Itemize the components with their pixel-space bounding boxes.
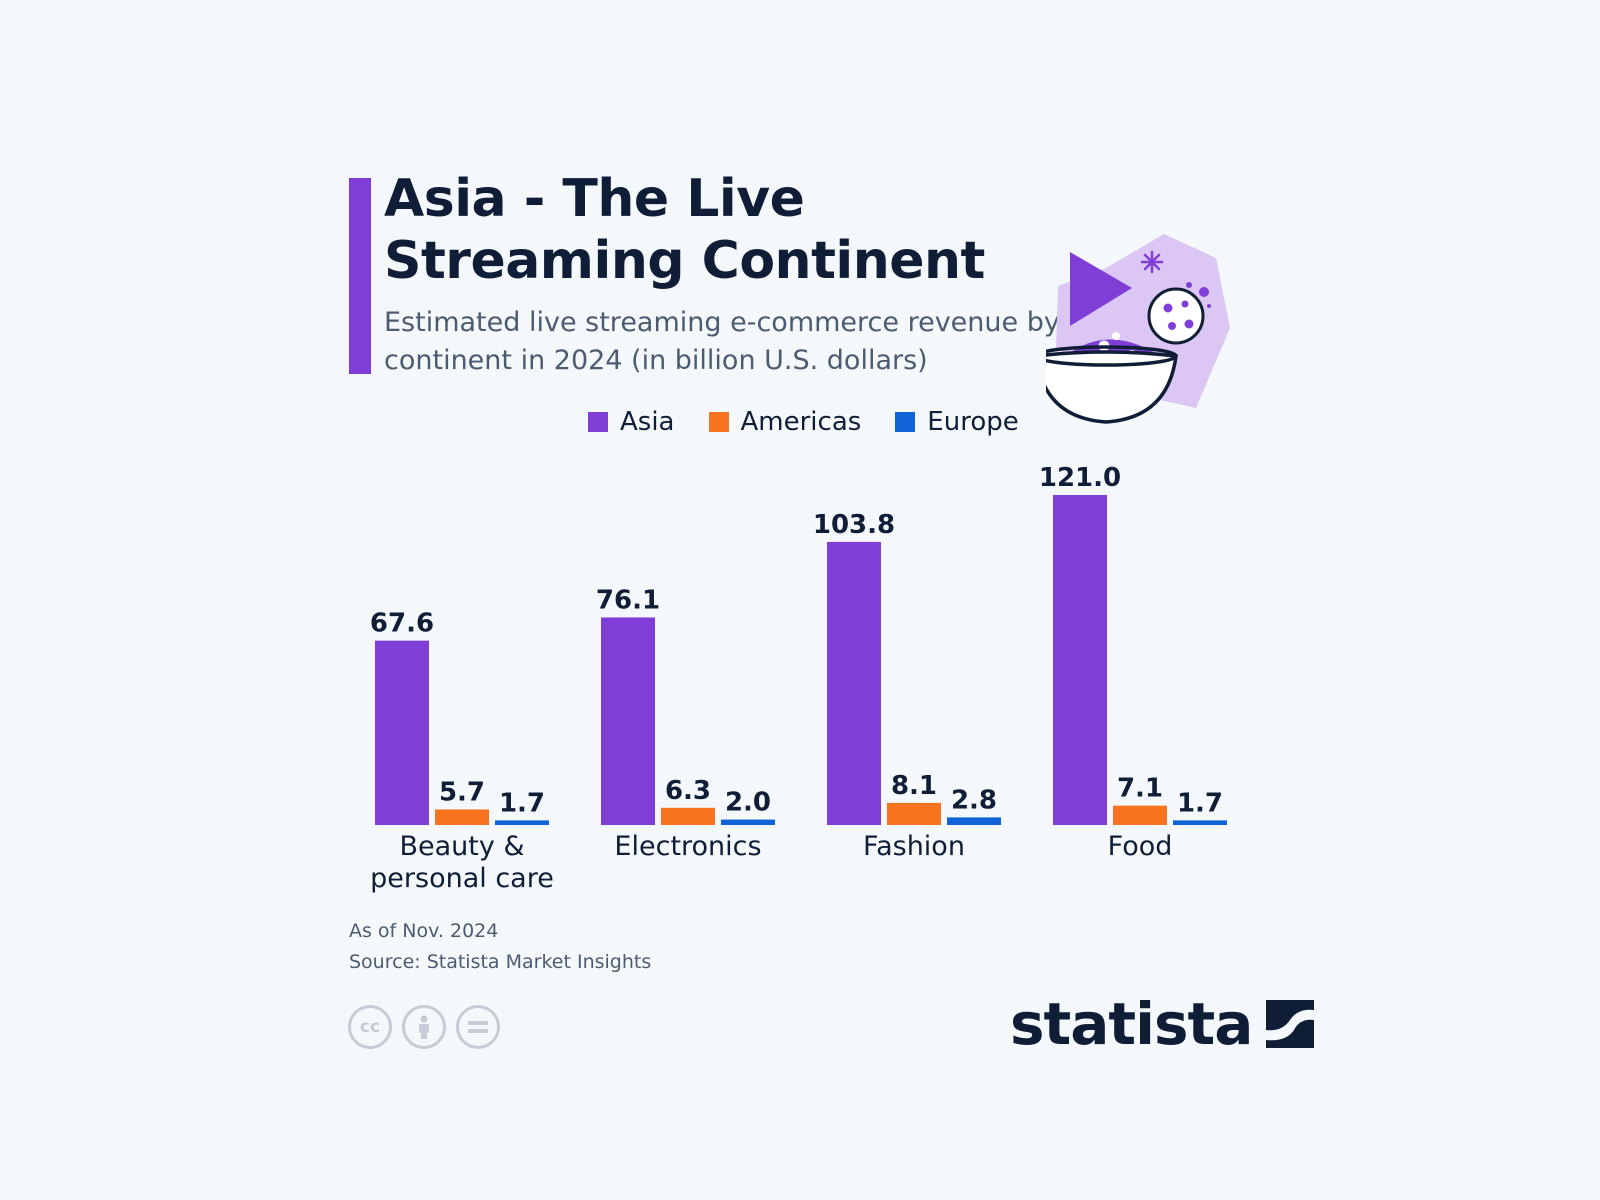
chart-subtitle: Estimated live streaming e-commerce reve… — [384, 307, 1060, 376]
category-label-line: Electronics — [614, 831, 761, 862]
legend-swatch-americas — [708, 412, 729, 432]
value-label-asia-beauty-personal-care: 67.6 — [370, 609, 434, 639]
value-label-europe-food: 1.7 — [1177, 788, 1223, 818]
bar-europe-fashion — [947, 817, 1001, 825]
source-note: Source: Statista Market Insights — [349, 951, 652, 973]
bar-americas-electronics — [661, 807, 715, 825]
value-label-europe-beauty-personal-care: 1.7 — [499, 788, 545, 818]
license-icons: cc — [348, 1005, 500, 1049]
category-label-line: Beauty & — [400, 831, 525, 862]
bar-americas-beauty-personal-care — [435, 809, 489, 825]
legend-label-americas: Americas — [740, 407, 862, 437]
legend-item-asia: Asia — [588, 407, 675, 437]
bar-asia-fashion — [827, 541, 881, 825]
value-label-americas-food: 7.1 — [1117, 774, 1163, 804]
category-label-fashion: Fashion — [863, 831, 965, 862]
value-label-americas-fashion: 8.1 — [891, 771, 937, 801]
value-label-asia-food: 121.0 — [1039, 463, 1121, 493]
value-label-americas-electronics: 6.3 — [665, 776, 711, 806]
play-icon — [1070, 252, 1132, 326]
food-bowl-icon — [1034, 332, 1178, 424]
bar-asia-food — [1053, 495, 1107, 825]
cc-icon[interactable]: cc — [348, 1005, 392, 1049]
category-label-line: Fashion — [863, 831, 965, 862]
legend-item-americas: Americas — [708, 407, 862, 437]
statista-logo[interactable]: statista — [1010, 990, 1315, 1058]
chart-legend: Asia Americas Europe — [588, 404, 1019, 440]
as-of-note: As of Nov. 2024 — [349, 920, 499, 942]
category-label-beauty-personal-care: Beauty & personal care — [370, 831, 554, 894]
title-accent-bar — [349, 178, 371, 374]
value-label-europe-fashion: 2.8 — [951, 785, 997, 815]
no-derivatives-icon[interactable] — [456, 1005, 500, 1049]
value-label-asia-electronics: 76.1 — [596, 585, 660, 615]
bar-europe-beauty-personal-care — [495, 820, 549, 825]
bar-asia-electronics — [601, 617, 655, 825]
live-streaming-illustration — [1034, 228, 1266, 438]
value-label-americas-beauty-personal-care: 5.7 — [439, 777, 485, 807]
statista-logo-icon — [1266, 1000, 1315, 1048]
bar-americas-food — [1113, 805, 1167, 825]
value-label-asia-fashion: 103.8 — [813, 510, 895, 540]
value-label-europe-electronics: 2.0 — [725, 788, 771, 818]
bar-europe-electronics — [721, 819, 775, 825]
bar-chart-svg: 67.6 5.7 1.7 Beauty & personal care 76.1 6.3 2.… — [370, 463, 1227, 894]
brand-wordmark: statista — [1010, 990, 1253, 1058]
legend-item-europe: Europe — [895, 407, 1019, 437]
equals-icon — [468, 1021, 488, 1033]
category-label-line: Food — [1108, 831, 1173, 862]
category-label-line: personal care — [370, 863, 554, 894]
attribution-icon[interactable] — [402, 1005, 446, 1049]
legend-swatch-asia — [588, 412, 608, 432]
bar-europe-food — [1173, 820, 1227, 825]
legend-label-asia: Asia — [620, 407, 675, 437]
legend-swatch-europe — [895, 412, 916, 432]
sparkle-icon — [1140, 250, 1164, 274]
streaming-food-illustration — [1034, 234, 1230, 424]
bar-americas-fashion — [887, 802, 941, 825]
chart-title: Asia - The Live Streaming Continent — [384, 169, 985, 291]
category-label-electronics: Electronics — [614, 831, 761, 862]
category-label-food: Food — [1108, 831, 1173, 862]
legend-label-europe: Europe — [927, 407, 1019, 437]
bar-chart: 67.6 5.7 1.7 Beauty & personal care 76.1 6.3 2.… — [360, 455, 1240, 905]
cookie-icon — [1147, 282, 1211, 345]
bar-asia-beauty-personal-care — [375, 640, 429, 825]
person-icon — [419, 1015, 429, 1039]
